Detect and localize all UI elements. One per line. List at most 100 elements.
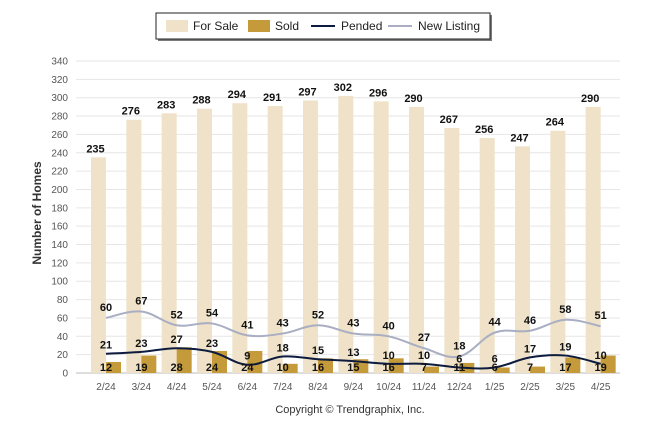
label-sold: 11	[454, 362, 466, 374]
label-pended: 6	[456, 353, 462, 365]
label-new-listing: 52	[171, 309, 183, 321]
y-tick-label: 220	[51, 167, 68, 178]
label-for-sale: 264	[546, 117, 565, 129]
bar-for-sale	[267, 105, 283, 373]
label-pended: 6	[492, 353, 498, 365]
label-new-listing: 40	[383, 320, 395, 332]
label-sold: 6	[492, 362, 498, 374]
y-tick-label: 40	[57, 332, 69, 343]
x-tick-label: 12/24	[447, 382, 472, 393]
legend-swatch	[248, 20, 270, 32]
label-for-sale: 296	[369, 87, 387, 99]
bar-sold	[494, 367, 510, 373]
x-tick-label: 5/24	[202, 382, 222, 393]
label-new-listing: 52	[312, 309, 324, 321]
y-tick-label: 140	[51, 240, 68, 251]
bar-for-sale	[232, 103, 248, 373]
y-tick-label: 60	[57, 313, 69, 324]
legend-label: Sold	[275, 19, 299, 33]
label-pended: 13	[347, 347, 359, 359]
label-for-sale: 288	[192, 95, 210, 107]
x-tick-label: 11/24	[412, 382, 437, 393]
y-tick-label: 100	[51, 277, 68, 288]
label-sold: 17	[559, 362, 571, 374]
label-for-sale: 256	[475, 124, 493, 136]
label-sold: 12	[100, 362, 112, 374]
bar-for-sale	[585, 106, 601, 373]
label-new-listing: 41	[241, 319, 253, 331]
bar-for-sale	[161, 113, 177, 374]
bar-for-sale	[444, 127, 460, 373]
label-new-listing: 44	[489, 317, 502, 329]
data-labels: 2356021122766723192835227282885423242944…	[86, 82, 606, 374]
x-tick-label: 9/24	[344, 382, 364, 393]
label-pended: 27	[171, 334, 183, 346]
label-new-listing: 43	[277, 318, 289, 330]
label-for-sale: 290	[581, 93, 599, 105]
label-for-sale: 302	[334, 82, 352, 94]
label-sold: 24	[241, 362, 254, 374]
x-tick-label: 7/24	[273, 382, 293, 393]
label-new-listing: 18	[453, 340, 465, 352]
bar-sold	[141, 355, 157, 373]
label-pended: 10	[418, 350, 430, 362]
label-sold: 19	[595, 362, 607, 374]
bar-for-sale	[515, 146, 530, 373]
lines	[105, 310, 601, 370]
label-pended: 23	[206, 338, 218, 350]
x-axis: 2/24 3/24 4/24 5/24 6/24 7/24 8/24 9/24 10/24 11/…	[96, 382, 611, 393]
line-pended	[105, 347, 601, 370]
bar-sold	[247, 350, 263, 373]
label-new-listing: 27	[418, 332, 430, 344]
label-new-listing: 54	[206, 307, 219, 319]
x-tick-label: 8/24	[308, 382, 328, 393]
label-new-listing: 43	[347, 318, 359, 330]
line-new-listing	[105, 310, 601, 359]
bar-sold	[176, 347, 192, 373]
label-sold: 19	[135, 362, 147, 374]
label-pended: 10	[595, 350, 607, 362]
label-pended: 18	[277, 342, 289, 354]
bar-for-sale	[479, 138, 495, 373]
x-tick-label: 4/24	[167, 382, 187, 393]
y-tick-label: 260	[51, 130, 68, 141]
label-for-sale: 235	[86, 143, 104, 155]
legend-label: New Listing	[418, 19, 480, 33]
label-sold: 16	[312, 362, 324, 374]
label-for-sale: 291	[263, 92, 281, 104]
label-sold: 28	[171, 362, 183, 374]
label-new-listing: 51	[595, 310, 607, 322]
bar-sold	[565, 357, 581, 373]
bar-sold	[106, 361, 121, 373]
bar-sold	[282, 363, 298, 373]
bar-sold	[388, 358, 404, 373]
label-new-listing: 46	[524, 315, 536, 327]
y-tick-label: 280	[51, 112, 68, 123]
x-tick-label: 2/25	[520, 382, 540, 393]
bar-for-sale	[126, 119, 142, 374]
bar-sold	[424, 366, 439, 373]
label-new-listing: 60	[100, 302, 112, 314]
x-tick-label: 3/25	[556, 382, 576, 393]
label-pended: 9	[244, 351, 250, 363]
label-new-listing: 58	[559, 304, 571, 316]
label-for-sale: 290	[404, 93, 422, 105]
y-tick-label: 200	[51, 185, 68, 196]
copyright-text: Copyright © Trendgraphix, Inc.	[275, 404, 424, 416]
y-tick-label: 320	[51, 75, 68, 86]
legend: For Sale Sold Pended New Listing	[155, 12, 492, 41]
label-pended: 19	[559, 342, 571, 354]
label-for-sale: 297	[298, 86, 316, 98]
x-tick-label: 3/24	[132, 382, 152, 393]
bar-for-sale	[303, 100, 318, 373]
label-pended: 10	[383, 350, 395, 362]
y-tick-label: 180	[51, 203, 68, 214]
bar-for-sale	[373, 101, 389, 374]
label-sold: 7	[527, 362, 533, 374]
bar-for-sale	[91, 157, 106, 373]
label-sold: 7	[421, 362, 427, 374]
bar-for-sale	[338, 95, 354, 373]
y-tick-label: 340	[51, 57, 68, 68]
x-tick-label: 2/24	[96, 382, 116, 393]
